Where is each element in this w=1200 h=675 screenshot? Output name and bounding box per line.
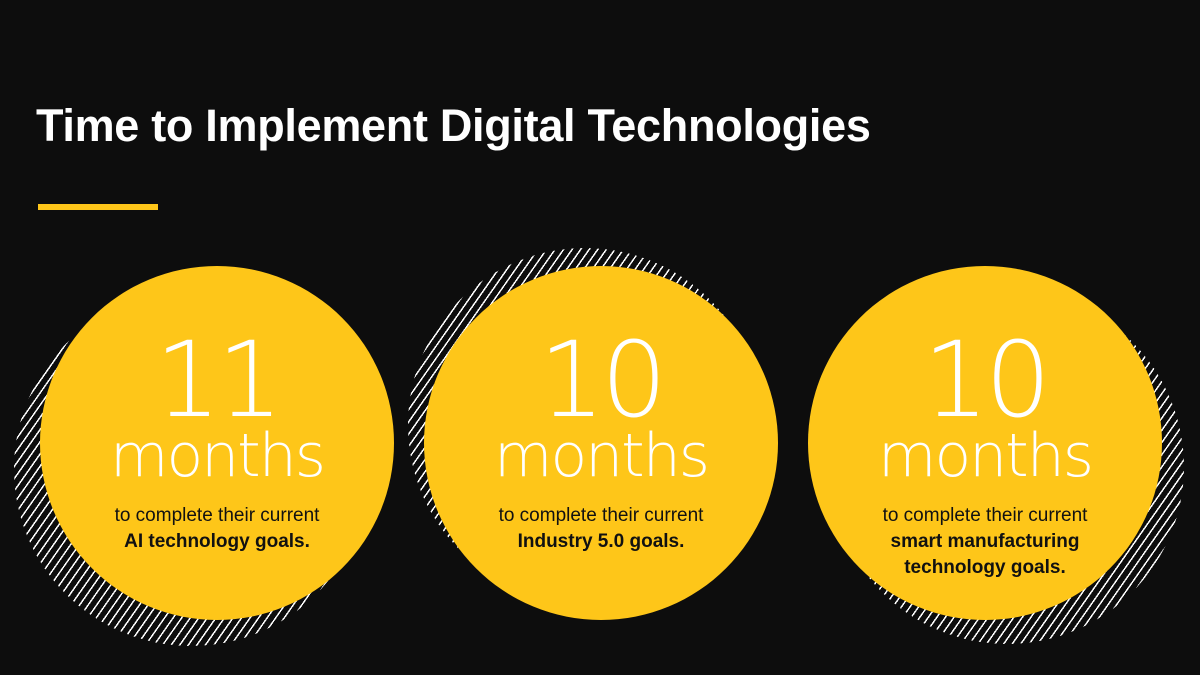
stat-emphasis: Industry 5.0 goals. [517,531,685,552]
stat-description: to complete their current AI technology g… [70,503,364,555]
stat-text: to complete their current [114,505,320,526]
stat-circle-smart-manufacturing: 10 months to complete their current smart… [808,266,1162,620]
stat-value: 11 [154,319,283,441]
stat-value: 10 [922,319,1051,441]
stat-description: to complete their current smart manufactu… [863,503,1107,581]
stat-emphasis: AI technology goals. [124,531,310,552]
stat-unit: months [494,421,710,491]
stat-emphasis: smart manufacturing technology goals. [890,531,1080,578]
title-underline [38,204,158,210]
page-title: Time to Implement Digital Technologies [36,100,871,151]
stat-text: to complete their current [498,505,704,526]
stat-circle-ai: 11 months to complete their current AI te… [40,266,394,620]
stat-value: 10 [538,319,667,441]
stat-unit: months [110,421,326,491]
stat-unit: months [878,421,1094,491]
stat-text: to complete their current [882,505,1088,526]
stat-description: to complete their current Industry 5.0 go… [454,503,748,555]
stat-circle-industry: 10 months to complete their current Indus… [424,266,778,620]
